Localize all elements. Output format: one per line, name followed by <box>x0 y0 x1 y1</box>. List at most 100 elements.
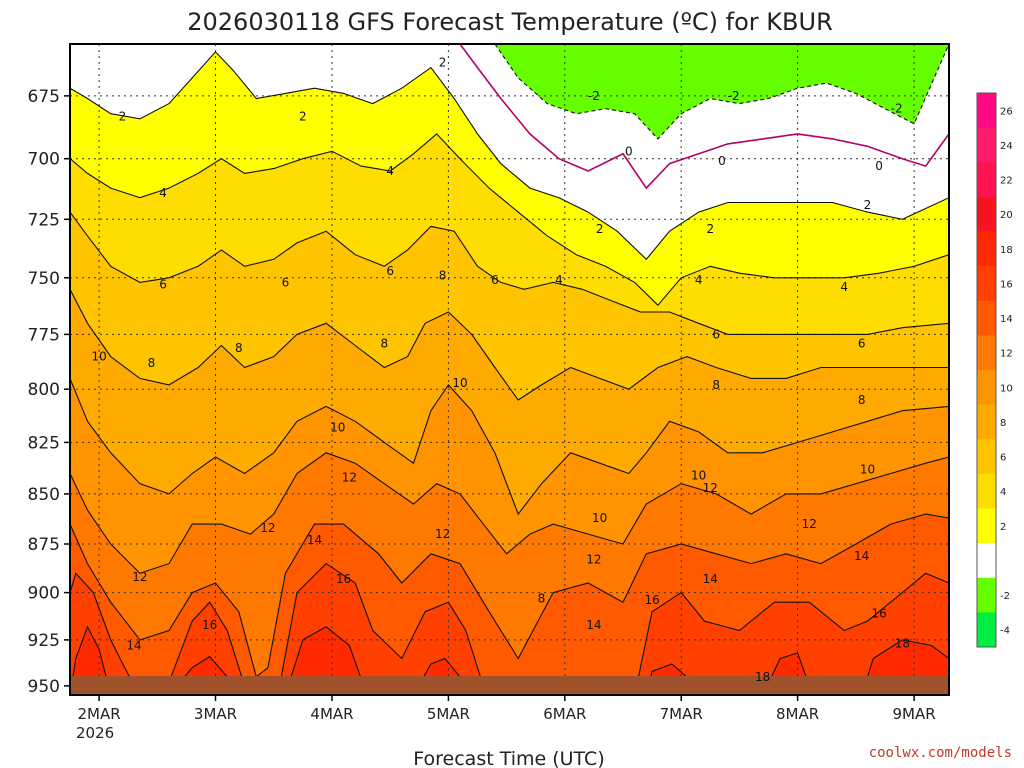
isotherm-2 <box>70 51 949 261</box>
colorbar-tick-label: 10 <box>1000 383 1013 394</box>
isotherm-4 <box>70 133 949 307</box>
isotherm-14 <box>70 513 949 678</box>
contour-label: 14 <box>307 533 322 547</box>
contour-label: 18 <box>895 637 910 651</box>
contour-label: 14 <box>854 549 869 563</box>
contour-label: 4 <box>159 186 167 200</box>
contour-label: 14 <box>126 639 141 653</box>
contour-label: 12 <box>586 553 601 567</box>
credit-text: coolwx.com/models <box>869 745 1012 761</box>
contour-label: 10 <box>592 511 607 525</box>
colorbar-tick-label: 22 <box>1000 176 1013 187</box>
y-tick-label: 775 <box>28 325 60 345</box>
x-tick-label: 8MAR <box>776 705 819 723</box>
contour-label: 10 <box>452 376 467 390</box>
contour-label: 4 <box>695 273 703 287</box>
isotherm-0 <box>459 44 949 190</box>
isotherm-12 <box>70 452 949 574</box>
contour-label: 8 <box>858 393 866 407</box>
y-tick-label: 725 <box>28 210 60 230</box>
contour-label: -2 <box>588 89 600 103</box>
contour-label: 8 <box>380 336 388 350</box>
contour-label: 12 <box>703 481 718 495</box>
y-tick-label: 750 <box>28 269 60 289</box>
contour-label: 4 <box>555 273 563 287</box>
contour-label: -2 <box>891 102 903 116</box>
x-axis: 2MAR 3MAR 4MAR 5MAR 6MAR 7MAR 8MAR 9MAR <box>78 695 936 723</box>
contour-label: 12 <box>435 527 450 541</box>
colorbar-tick-label: 20 <box>1000 210 1013 221</box>
contour-label: 12 <box>260 521 275 535</box>
y-tick-label: 850 <box>28 485 60 505</box>
contour-label: 10 <box>860 462 875 476</box>
x-tick-label: 5MAR <box>427 705 470 723</box>
colorbar-bin <box>977 439 996 475</box>
contour-label: 16 <box>644 593 659 607</box>
contour-label: 16 <box>202 618 217 632</box>
colorbar-tick-label: 24 <box>1000 141 1013 152</box>
colorbar-tick-label: 4 <box>1000 487 1006 498</box>
y-tick-label: 825 <box>28 433 60 453</box>
plot-frame <box>69 43 950 696</box>
contour-label: 10 <box>691 469 706 483</box>
isotherm-10 <box>70 378 949 516</box>
y-axis: 675 700 725 750 775 800 825 850 875 900 925 950 <box>28 87 70 697</box>
colorbar-tick-label: 8 <box>1000 418 1006 429</box>
y-tick-label: 925 <box>28 631 60 651</box>
colorbar-bin <box>977 231 996 267</box>
colorbar-bin <box>977 266 996 302</box>
contour-label: 0 <box>875 159 883 173</box>
contour-label: 18 <box>755 670 770 684</box>
isotherm-16 <box>70 562 949 695</box>
isotherm-6 <box>70 211 949 335</box>
colorbar-frame <box>976 92 997 648</box>
contour-label: -2 <box>728 89 740 103</box>
colorbar-tick-label: -4 <box>1000 626 1010 637</box>
plot-area: -2 -2 -2 0 0 0 2 2 2 2 2 2 4 4 4 4 4 6 6 6 6 6 6 8 8 8 8 8 8 10 10 10 10… <box>70 44 949 695</box>
contour-label: 10 <box>91 350 106 364</box>
temperature-band-cold <box>494 44 949 139</box>
y-tick-label: 875 <box>28 535 60 555</box>
y-tick-label: 800 <box>28 380 60 400</box>
contour-label: 2 <box>299 109 307 123</box>
colorbar-bin <box>977 473 996 509</box>
contour-label: 12 <box>802 517 817 531</box>
contour-label: 16 <box>336 572 351 586</box>
x-tick-label: 6MAR <box>543 705 586 723</box>
colorbar-tick-label: 2 <box>1000 522 1006 533</box>
contour-label: 14 <box>586 618 601 632</box>
contour-label: 2 <box>864 198 872 212</box>
contour-label: 6 <box>712 327 720 341</box>
contour-label: 2 <box>596 222 604 236</box>
colorbar-bin <box>977 612 996 648</box>
colorbar-tick-label: 12 <box>1000 349 1013 360</box>
x-axis-label: Forecast Time (UTC) <box>413 748 604 768</box>
colorbar-bin <box>977 370 996 406</box>
x-tick-label: 3MAR <box>194 705 237 723</box>
colorbar-tick-label: 18 <box>1000 245 1013 256</box>
colorbar-bin <box>977 93 996 129</box>
colorbar-tick-label: 16 <box>1000 279 1013 290</box>
chart-title: 2026030118 GFS Forecast Temperature (ºC)… <box>187 8 833 36</box>
contour-label: 6 <box>386 264 394 278</box>
colorbar-bin <box>977 508 996 544</box>
colorbar-bin <box>977 404 996 440</box>
x-tick-label: 2MAR <box>78 705 121 723</box>
contour-label: 12 <box>132 570 147 584</box>
colorbar-bin <box>977 162 996 198</box>
colorbar-tick-label: -2 <box>1000 591 1010 602</box>
contour-label: 8 <box>439 269 447 283</box>
contour-label: 14 <box>703 572 718 586</box>
y-tick-label: 950 <box>28 677 60 697</box>
contour-label: 4 <box>840 280 848 294</box>
colorbar-tick-label: 14 <box>1000 314 1013 325</box>
contour-label: 16 <box>871 607 886 621</box>
contour-label: 10 <box>330 421 345 435</box>
colorbar-bin <box>977 335 996 371</box>
contour-label: 6 <box>858 336 866 350</box>
y-tick-label: 900 <box>28 584 60 604</box>
isotherm-8 <box>70 289 949 401</box>
contour-label: 8 <box>148 356 156 370</box>
contour-label: 2 <box>439 55 447 69</box>
